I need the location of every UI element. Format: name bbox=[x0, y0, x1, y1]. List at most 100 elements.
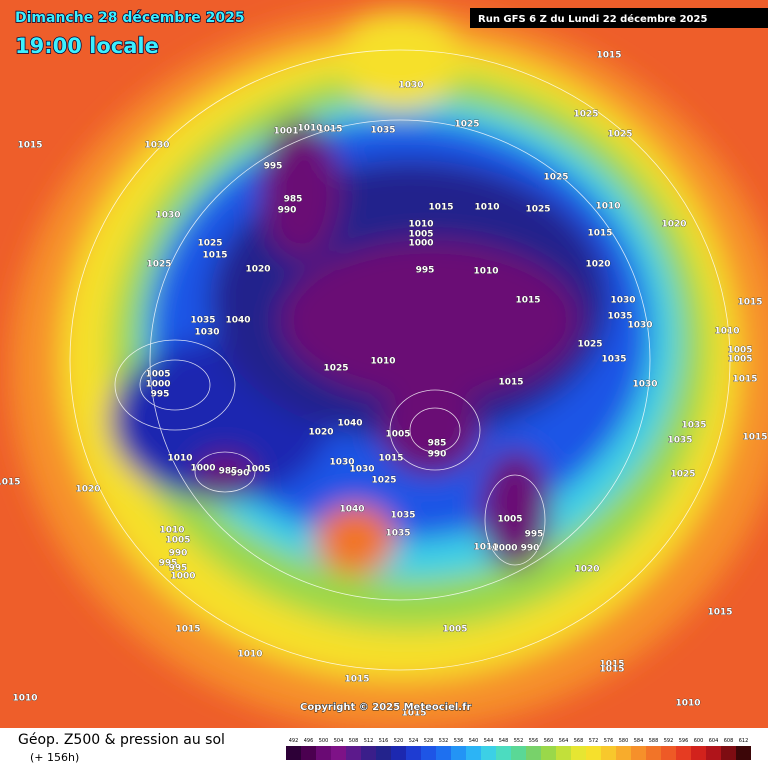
pressure-label: 1035 bbox=[190, 316, 215, 326]
pressure-label: 1015 bbox=[344, 675, 369, 685]
pressure-label: 1035 bbox=[601, 355, 626, 365]
pressure-label: 1015 bbox=[599, 660, 624, 670]
isobar bbox=[114, 339, 236, 431]
pressure-label: 1000 bbox=[170, 572, 195, 582]
pressure-label: 1025 bbox=[323, 364, 348, 374]
scale-label: 504 bbox=[334, 738, 344, 744]
scale-label: 584 bbox=[634, 738, 644, 744]
scale-label: 552 bbox=[514, 738, 524, 744]
field bbox=[380, 385, 480, 475]
pressure-label: 1005 bbox=[245, 465, 270, 475]
pressure-label: 1010 bbox=[675, 699, 700, 709]
pressure-label: 1040 bbox=[225, 316, 250, 326]
scale-cell bbox=[316, 746, 331, 760]
scale-label: 612 bbox=[739, 738, 749, 744]
scale-label: 608 bbox=[724, 738, 734, 744]
scale-cell bbox=[691, 746, 706, 760]
pressure-label: 1001 bbox=[273, 127, 298, 137]
pressure-label: 995 bbox=[264, 162, 283, 172]
color-scale: 492 496 500 504 508 512 516 520 524 528 532 536 540 5… bbox=[286, 738, 751, 760]
pressure-label: 990 bbox=[231, 469, 250, 479]
pressure-label: 990 bbox=[169, 549, 188, 559]
scale-cell bbox=[646, 746, 661, 760]
pressure-label: 1010 bbox=[595, 202, 620, 212]
pressure-label: 1015 bbox=[498, 378, 523, 388]
scale-cell bbox=[421, 746, 436, 760]
scale-label: 524 bbox=[409, 738, 419, 744]
scale-cell bbox=[451, 746, 466, 760]
pressure-label: 1020 bbox=[574, 565, 599, 575]
isobar bbox=[409, 407, 461, 453]
pressure-label: 1025 bbox=[573, 110, 598, 120]
scale-label: 544 bbox=[484, 738, 494, 744]
pressure-label: 1005 bbox=[727, 346, 752, 356]
pressure-label: 1010 bbox=[370, 357, 395, 367]
pressure-label: 1015 bbox=[401, 709, 426, 719]
pressure-label: 1015 bbox=[378, 454, 403, 464]
pressure-label: 1025 bbox=[146, 260, 171, 270]
pressure-label: 1010 bbox=[297, 124, 322, 134]
pressure-label: 995 bbox=[416, 266, 435, 276]
scale-label: 556 bbox=[529, 738, 539, 744]
scale-cell bbox=[376, 746, 391, 760]
scale-cell bbox=[661, 746, 676, 760]
pressure-label: 990 bbox=[278, 206, 297, 216]
pressure-label: 1030 bbox=[610, 296, 635, 306]
scale-cell bbox=[361, 746, 376, 760]
pressure-label: 1035 bbox=[370, 126, 395, 136]
pressure-label: 1015 bbox=[175, 625, 200, 635]
pressure-label: 1015 bbox=[742, 433, 767, 443]
pressure-label: 1035 bbox=[607, 312, 632, 322]
scale-cell bbox=[736, 746, 751, 760]
run-box bbox=[470, 8, 768, 28]
forecast-time: 19:00 locale bbox=[15, 34, 159, 58]
pressure-label: 1015 bbox=[0, 478, 21, 488]
pressure-label: 1015 bbox=[732, 375, 757, 385]
field bbox=[315, 505, 395, 575]
pressure-label: 1025 bbox=[454, 120, 479, 130]
scale-cell bbox=[721, 746, 736, 760]
pressure-label: 985 bbox=[428, 439, 447, 449]
pressure-label: 1015 bbox=[737, 298, 762, 308]
pressure-label: 995 bbox=[525, 530, 544, 540]
scale-cell bbox=[391, 746, 406, 760]
run-info: Run GFS 6 Z du Lundi 22 décembre 2025 bbox=[478, 13, 707, 25]
pressure-label: 1015 bbox=[202, 251, 227, 261]
pressure-label: 1020 bbox=[245, 265, 270, 275]
scale-label: 564 bbox=[559, 738, 569, 744]
pressure-label: 1010 bbox=[12, 694, 37, 704]
pressure-label: 1010 bbox=[714, 327, 739, 337]
isobar bbox=[484, 474, 546, 566]
scale-label: 508 bbox=[349, 738, 359, 744]
pressure-label: 1035 bbox=[681, 421, 706, 431]
scale-label: 516 bbox=[379, 738, 389, 744]
pressure-label: 1030 bbox=[144, 141, 169, 151]
footer-title: Géop. Z500 & pression au sol bbox=[18, 732, 225, 748]
pressure-label: 995 bbox=[151, 390, 170, 400]
scale-cell bbox=[301, 746, 316, 760]
pressure-label: 1005 bbox=[165, 536, 190, 546]
pressure-label: 1025 bbox=[607, 130, 632, 140]
pressure-label: 985 bbox=[284, 195, 303, 205]
geopotential-field bbox=[0, 0, 768, 730]
forecast-date: Dimanche 28 décembre 2025 bbox=[15, 10, 245, 26]
pressure-label: 1015 bbox=[587, 229, 612, 239]
pressure-label: 1030 bbox=[349, 465, 374, 475]
pressure-label: 1010 bbox=[159, 526, 184, 536]
scale-label: 500 bbox=[319, 738, 329, 744]
pressure-label: 1025 bbox=[543, 173, 568, 183]
field bbox=[280, 240, 580, 400]
scale-cell bbox=[436, 746, 451, 760]
scale-label: 540 bbox=[469, 738, 479, 744]
pressure-label: 1020 bbox=[75, 485, 100, 495]
pressure-label: 1025 bbox=[525, 205, 550, 215]
pressure-label: 1015 bbox=[428, 203, 453, 213]
pressure-label: 1005 bbox=[145, 370, 170, 380]
isobar bbox=[139, 359, 211, 411]
pressure-label: 1030 bbox=[627, 321, 652, 331]
scale-label: 596 bbox=[679, 738, 689, 744]
pressure-label: 1005 bbox=[408, 230, 433, 240]
pressure-label: 1035 bbox=[667, 436, 692, 446]
scale-cell bbox=[331, 746, 346, 760]
pressure-label: 1030 bbox=[398, 81, 423, 91]
